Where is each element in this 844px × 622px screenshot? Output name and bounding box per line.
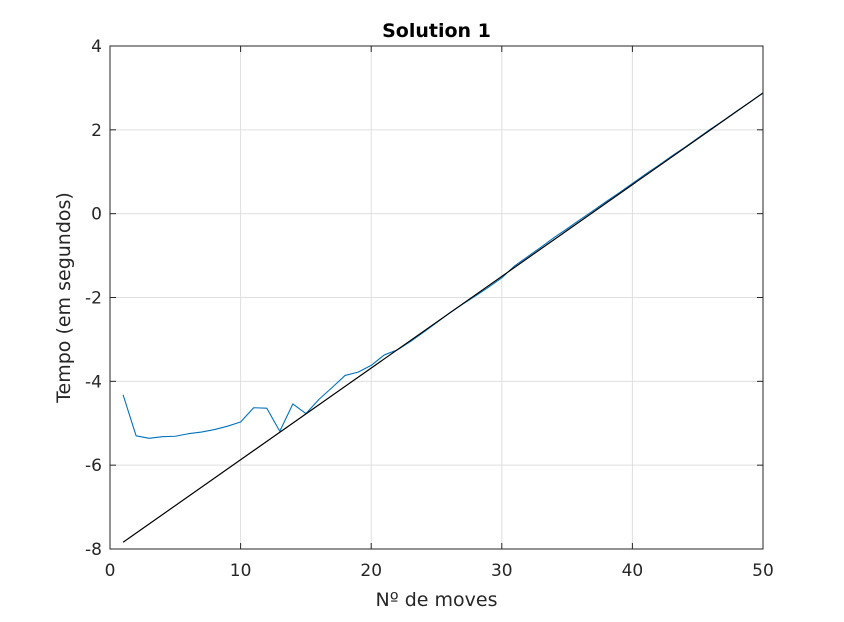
x-tick-label: 40 — [622, 561, 644, 581]
y-tick-label: -4 — [85, 372, 102, 392]
y-tick-label: 0 — [91, 205, 102, 225]
x-tick-label: 10 — [230, 561, 252, 581]
x-tick-label: 30 — [491, 561, 513, 581]
x-tick-label: 0 — [105, 561, 116, 581]
y-tick-label: -2 — [85, 289, 102, 309]
y-tick-label: -8 — [85, 540, 102, 560]
y-axis-label: Tempo (em segundos) — [53, 192, 75, 404]
y-tick-label: 2 — [91, 121, 102, 141]
y-tick-label: 4 — [91, 37, 102, 57]
x-tick-label: 20 — [360, 561, 382, 581]
y-tick-label: -6 — [85, 456, 102, 476]
chart-title: Solution 1 — [382, 20, 491, 42]
x-axis-label: Nº de moves — [376, 589, 498, 611]
fit-line — [122, 92, 764, 543]
ticks: 0 10 20 30 40 50 -8 -6 -4 -2 0 2 4 — [85, 37, 774, 581]
x-tick-label: 50 — [752, 561, 774, 581]
grid — [110, 46, 763, 549]
series-layer — [122, 92, 764, 543]
